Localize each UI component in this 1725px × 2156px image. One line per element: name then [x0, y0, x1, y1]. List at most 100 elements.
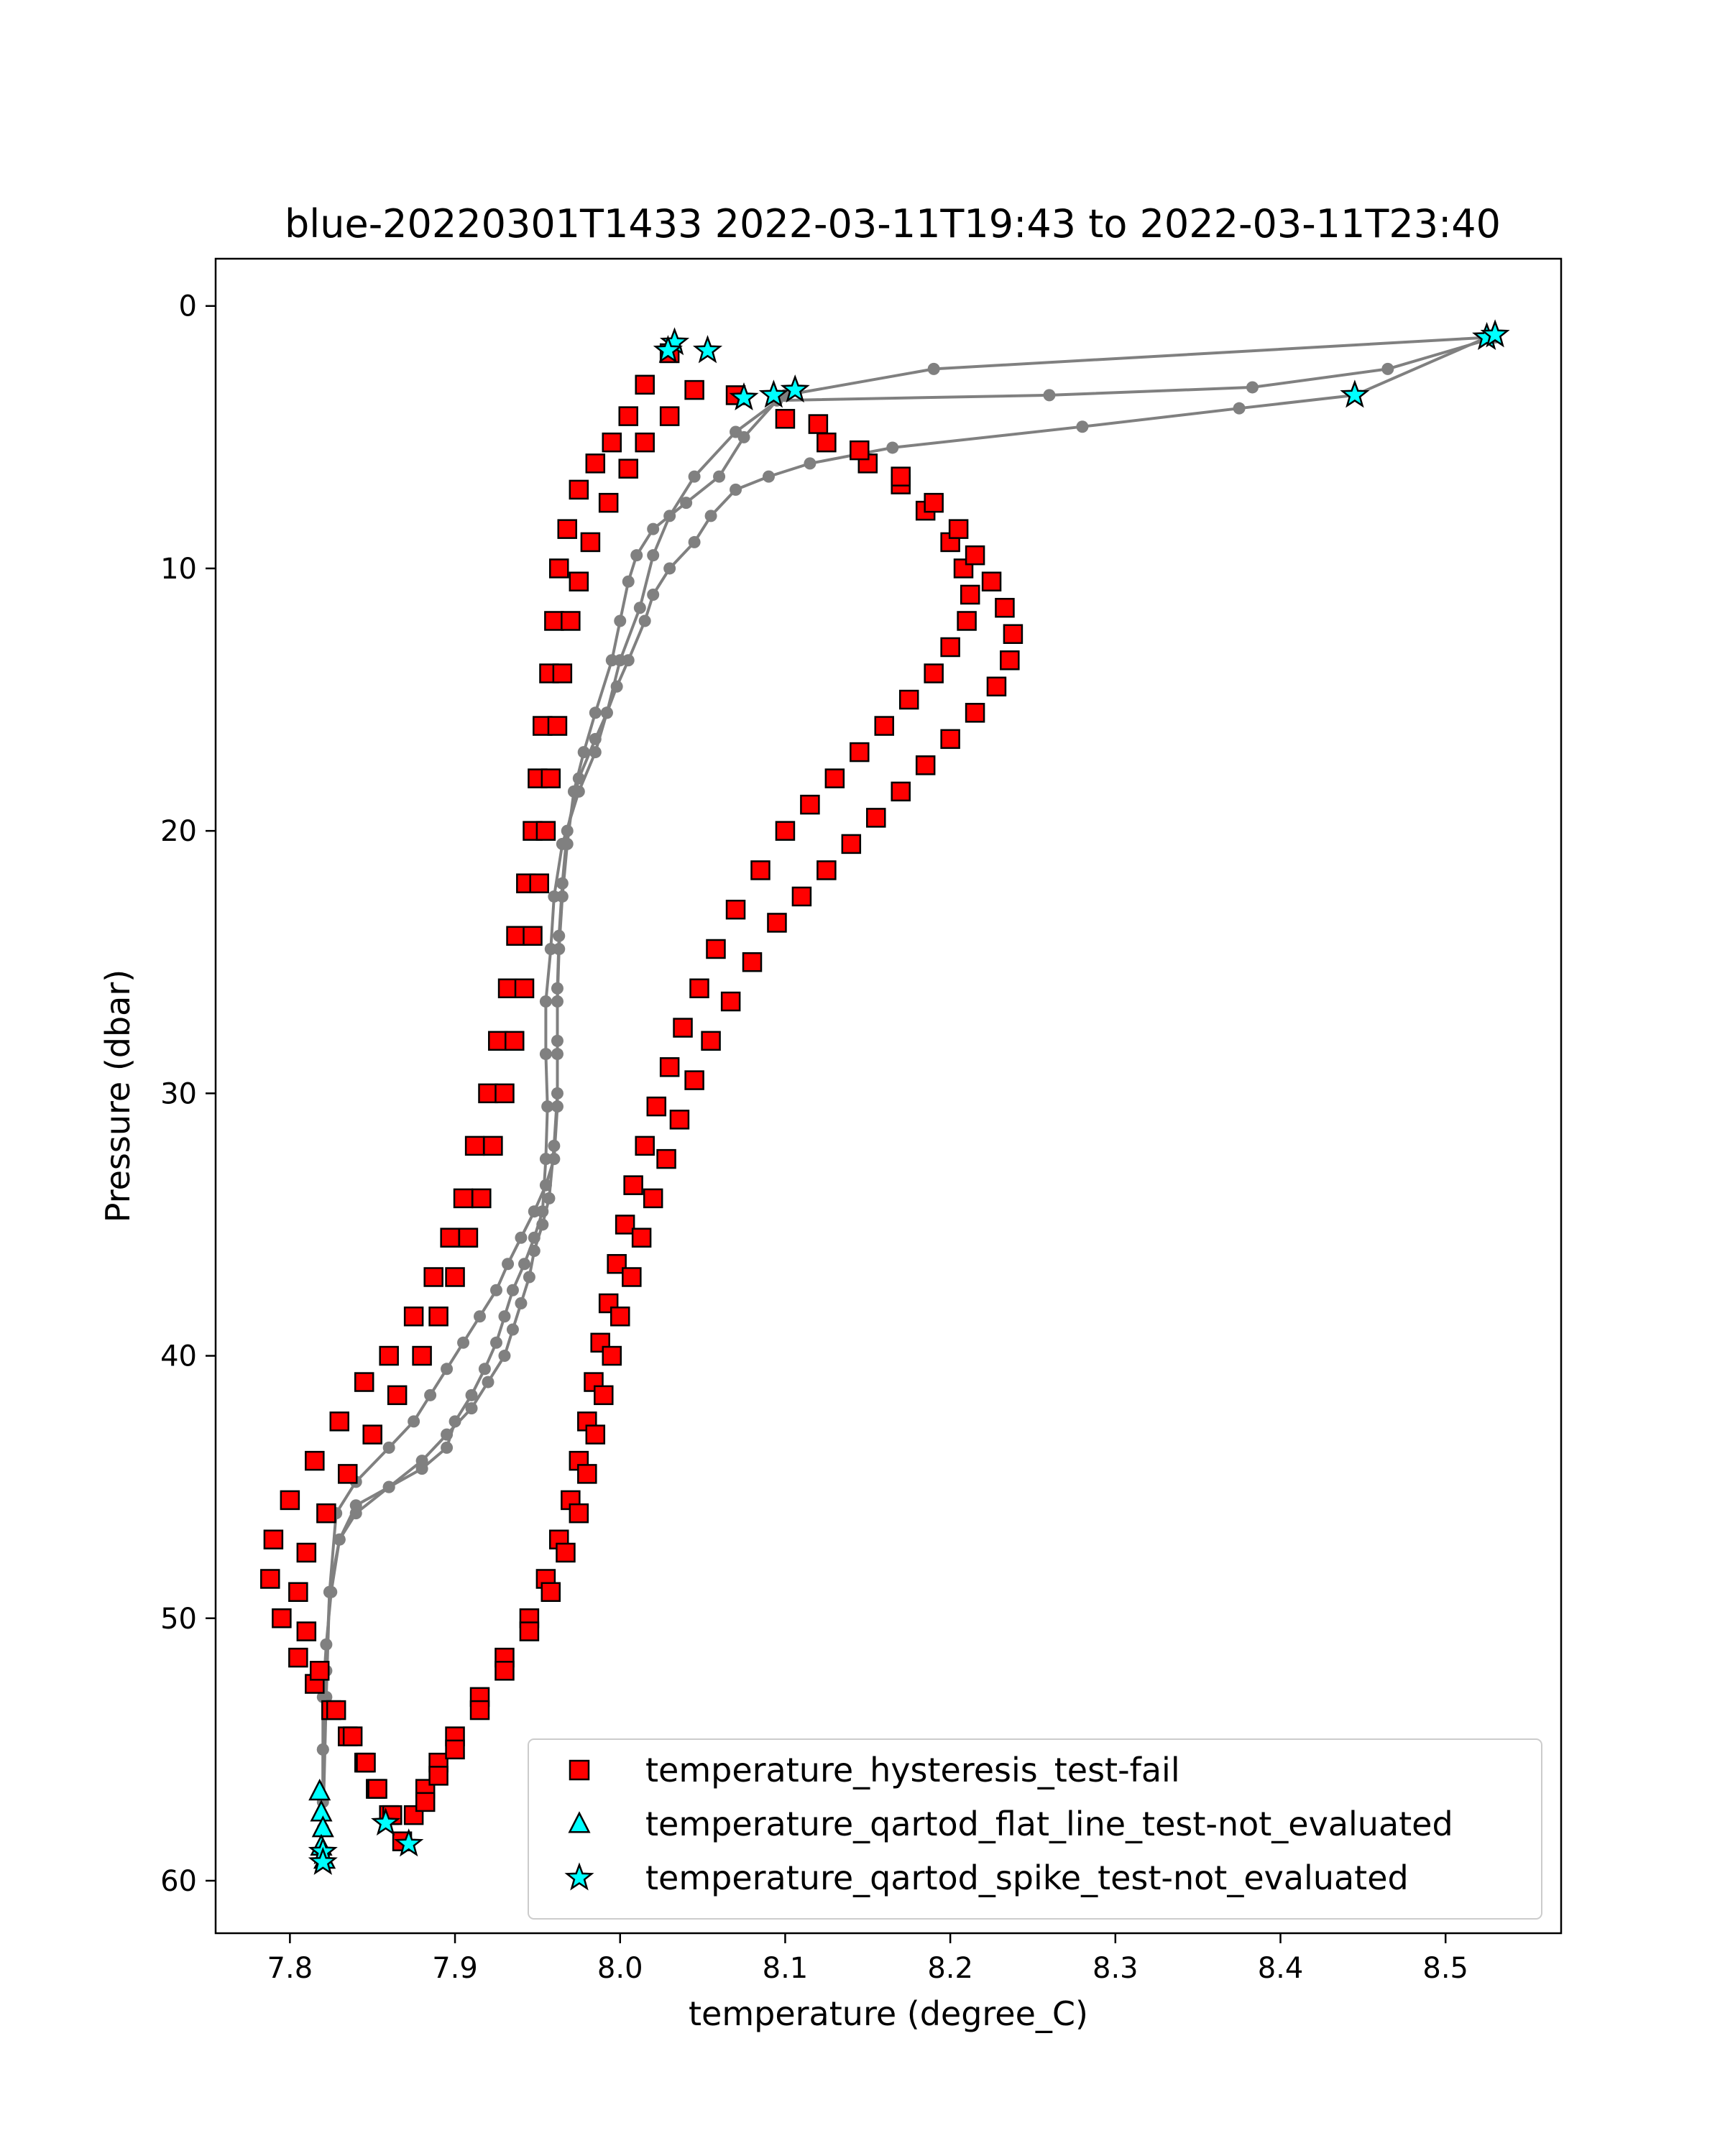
hysteresis-fail-marker — [464, 1135, 485, 1156]
hysteresis-fail-marker — [557, 519, 577, 539]
y-axis: 0 10 20 30 40 50 60 — [160, 290, 216, 1898]
hysteresis-fail-marker — [580, 532, 601, 553]
hysteresis-fail-marker — [469, 1700, 490, 1720]
hysteresis-fail-marker — [960, 584, 980, 605]
profile-point — [561, 824, 574, 837]
profile-point — [523, 1271, 535, 1284]
hysteresis-fail-marker — [569, 479, 589, 500]
legend-label: temperature_hysteresis_test-fail — [645, 1751, 1180, 1789]
hysteresis-fail-marker — [326, 1700, 346, 1720]
hysteresis-fail-marker — [440, 1227, 460, 1248]
profile-point — [927, 362, 940, 375]
hysteresis-fail-marker — [635, 374, 655, 395]
hysteresis-fail-marker — [618, 406, 638, 426]
profile-point — [489, 1284, 502, 1296]
hysteresis-fail-marker — [552, 663, 573, 683]
hysteresis-fail-marker — [458, 1227, 479, 1248]
y-tick-label: 20 — [160, 815, 197, 848]
hysteresis-fail-marker — [296, 1621, 317, 1641]
hysteresis-fail-marker — [965, 545, 985, 566]
hysteresis-fail-marker — [263, 1529, 284, 1549]
profile-point — [551, 1034, 564, 1047]
hysteresis-fail-marker — [497, 978, 518, 999]
hysteresis-fail-marker — [995, 597, 1015, 618]
profile-point — [441, 1363, 454, 1376]
hysteresis-fail-marker — [898, 689, 919, 710]
spike-marker — [780, 374, 810, 403]
hysteresis-fail-marker — [673, 1018, 693, 1038]
hysteresis-fail-marker — [706, 939, 726, 959]
profile-point — [541, 1100, 554, 1113]
hysteresis-fail-marker — [535, 821, 556, 841]
profile-point — [441, 1428, 454, 1441]
hysteresis-fail-marker — [669, 1110, 690, 1130]
profile-point — [441, 1441, 454, 1454]
profile-point — [548, 1139, 561, 1152]
flat-line-marker — [311, 1815, 334, 1838]
hysteresis-fail-marker — [445, 1739, 465, 1760]
hysteresis-fail-marker — [569, 1503, 589, 1524]
profile-point — [506, 1323, 519, 1336]
hysteresis-fail-marker — [478, 1083, 498, 1104]
hysteresis-fail-marker — [590, 1332, 610, 1353]
profile-point — [415, 1455, 428, 1468]
x-tick-label: 8.5 — [1422, 1952, 1468, 1985]
hysteresis-fail-marker — [986, 676, 1007, 697]
profile-point — [349, 1507, 362, 1520]
hysteresis-fail-marker — [544, 611, 564, 631]
hysteresis-fail-marker — [940, 729, 960, 750]
hysteresis-fail-marker — [519, 1621, 540, 1641]
spike-marker — [729, 382, 759, 411]
hysteresis-fail-marker — [659, 406, 680, 426]
profile-point — [589, 732, 602, 745]
legend-label: temperature_qartod_flat_line_test-not_ev… — [645, 1805, 1453, 1843]
hysteresis-fail-marker — [915, 755, 936, 775]
hysteresis-fail-marker — [585, 453, 606, 474]
hysteresis-fail-marker — [288, 1582, 308, 1602]
hysteresis-fail-marker — [415, 1792, 436, 1812]
legend: temperature_hysteresis_test-fail temperat… — [528, 1738, 1542, 1920]
hysteresis-fail-marker — [561, 611, 581, 631]
profile-point — [551, 1087, 564, 1100]
profile-point — [713, 470, 726, 483]
x-tick-label: 8.4 — [1258, 1952, 1304, 1985]
hysteresis-fail-marker — [584, 1372, 604, 1392]
profile-point — [762, 470, 775, 483]
profile-point — [424, 1388, 437, 1401]
profile-point — [630, 549, 643, 562]
hysteresis-fail-marker — [948, 519, 969, 539]
hysteresis-fail-marker — [800, 794, 820, 815]
hysteresis-fail-marker — [631, 1227, 652, 1248]
hysteresis-fail-marker — [362, 1424, 382, 1445]
hysteresis-fail-marker — [610, 1307, 630, 1327]
y-tick-label: 50 — [160, 1603, 197, 1636]
spike-marker — [1340, 379, 1370, 408]
spike-marker — [692, 335, 723, 364]
profile-point — [551, 982, 564, 995]
hysteresis-fail-marker — [924, 492, 944, 513]
hysteresis-fail-marker — [684, 379, 704, 400]
spike-marker — [1480, 319, 1510, 348]
hysteresis-fail-marker — [387, 1385, 408, 1406]
hysteresis-fail-marker — [866, 808, 886, 828]
profile-point — [465, 1388, 478, 1401]
hysteresis-fail-marker — [445, 1267, 465, 1287]
profile-point — [804, 457, 816, 470]
hysteresis-fail-marker — [791, 886, 812, 907]
y-tick-label: 40 — [160, 1340, 197, 1373]
profile-point — [1043, 389, 1056, 402]
plot-frame — [214, 257, 1563, 1935]
legend-label: temperature_qartod_spike_test-not_evalua… — [645, 1858, 1409, 1897]
hysteresis-fail-marker — [523, 926, 543, 946]
hysteresis-fail-marker — [742, 952, 763, 972]
profile-point — [633, 602, 646, 614]
profile-point — [647, 549, 660, 562]
hysteresis-fail-marker — [618, 459, 638, 479]
hysteresis-fail-marker — [549, 558, 569, 579]
chart-title: blue-20220301T1433 2022-03-11T19:43 to 2… — [285, 201, 1501, 247]
hysteresis-fail-marker — [540, 768, 561, 788]
profile-point — [577, 746, 590, 759]
hysteresis-fail-marker — [556, 1542, 576, 1563]
profile-point — [688, 535, 701, 548]
profile-point — [502, 1258, 515, 1271]
